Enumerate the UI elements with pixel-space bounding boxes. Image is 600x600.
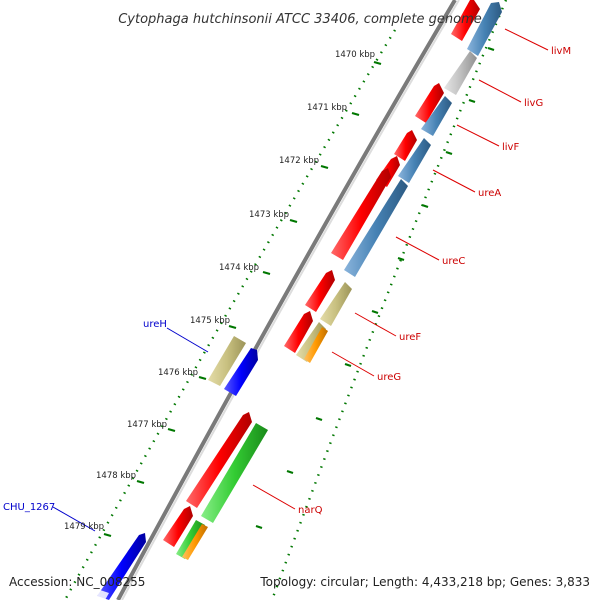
kbp-label: 1470 kbp: [335, 50, 375, 60]
label-leader-lines: [52, 28, 549, 532]
kbp-labels: 1470 kbp 1471 kbp 1472 kbp 1473 kbp 1474…: [64, 50, 375, 532]
other-features: [176, 2, 502, 560]
feature-khaki-ureH[interactable]: [208, 336, 246, 386]
cds-livF[interactable]: [394, 130, 417, 161]
cds-narQ[interactable]: [186, 412, 252, 508]
kbp-label: 1474 kbp: [219, 263, 259, 273]
ruler-ticks-outer: [103, 60, 382, 538]
feature-orange-ureG[interactable]: [304, 327, 328, 363]
kbp-label: 1472 kbp: [279, 156, 319, 166]
feature-green-narQ-2[interactable]: [176, 520, 205, 559]
cds-livG[interactable]: [415, 83, 444, 123]
feature-orange-narQ[interactable]: [182, 524, 208, 560]
kbp-label: 1471 kbp: [307, 103, 347, 113]
genome-backbone: [116, 0, 457, 600]
cds-narQ-2[interactable]: [163, 506, 193, 547]
gene-label-livF[interactable]: livF: [502, 142, 519, 153]
kbp-label: 1475 kbp: [190, 316, 230, 326]
gene-labels: livM livG livF ureA ureC ureF ureG narQ …: [3, 46, 571, 516]
gene-label-CHU_1267[interactable]: CHU_1267: [3, 502, 55, 513]
gene-label-ureG[interactable]: ureG: [377, 372, 401, 383]
feature-white-CHU_1267: [95, 590, 109, 600]
topology-text: Topology: circular; Length: 4,433,218 bp…: [259, 575, 590, 589]
ruler-ticks-inner: [255, 46, 495, 530]
gene-label-livG[interactable]: livG: [524, 98, 543, 109]
kbp-label: 1478 kbp: [96, 471, 136, 481]
feature-steel-ureA[interactable]: [398, 138, 431, 183]
accession-text: Accession: NC_008255: [9, 575, 145, 589]
feature-blue-ureH[interactable]: [224, 348, 258, 396]
feature-khaki-ureF-2[interactable]: [296, 322, 326, 362]
gene-label-ureC[interactable]: ureC: [442, 256, 465, 267]
feature-green-narQ[interactable]: [201, 423, 268, 523]
feature-steel-ureC[interactable]: [344, 179, 408, 277]
gene-label-narQ[interactable]: narQ: [298, 505, 323, 516]
cds-ureG[interactable]: [284, 311, 313, 353]
feature-blue-CHU_1267[interactable]: [97, 533, 146, 600]
genome-backbone-shadow: [121, 0, 460, 600]
feature-gray-livG[interactable]: [444, 51, 477, 95]
feature-steel-livM[interactable]: [467, 2, 502, 56]
kbp-label: 1479 kbp: [64, 522, 104, 532]
feature-steel-livF[interactable]: [421, 96, 452, 136]
gene-label-ureH[interactable]: ureH: [143, 319, 167, 330]
gene-label-ureF[interactable]: ureF: [399, 332, 421, 343]
gene-label-livM[interactable]: livM: [551, 46, 571, 57]
kbp-label: 1477 kbp: [127, 420, 167, 430]
cds-ureF[interactable]: [305, 270, 335, 312]
cds-ureC[interactable]: [331, 168, 391, 260]
cds-features: [163, 0, 480, 547]
reverse-features: [95, 336, 258, 600]
map-title: Cytophaga hutchinsonii ATCC 33406, compl…: [118, 12, 482, 27]
gene-label-ureA[interactable]: ureA: [478, 188, 501, 199]
ruler-outer-dotted: [270, 0, 508, 600]
kbp-label: 1476 kbp: [158, 368, 198, 378]
kbp-label: 1473 kbp: [249, 210, 289, 220]
cds-livM[interactable]: [451, 0, 480, 41]
feature-khaki-ureF[interactable]: [320, 282, 352, 326]
ruler-inner-dotted: [63, 29, 397, 600]
